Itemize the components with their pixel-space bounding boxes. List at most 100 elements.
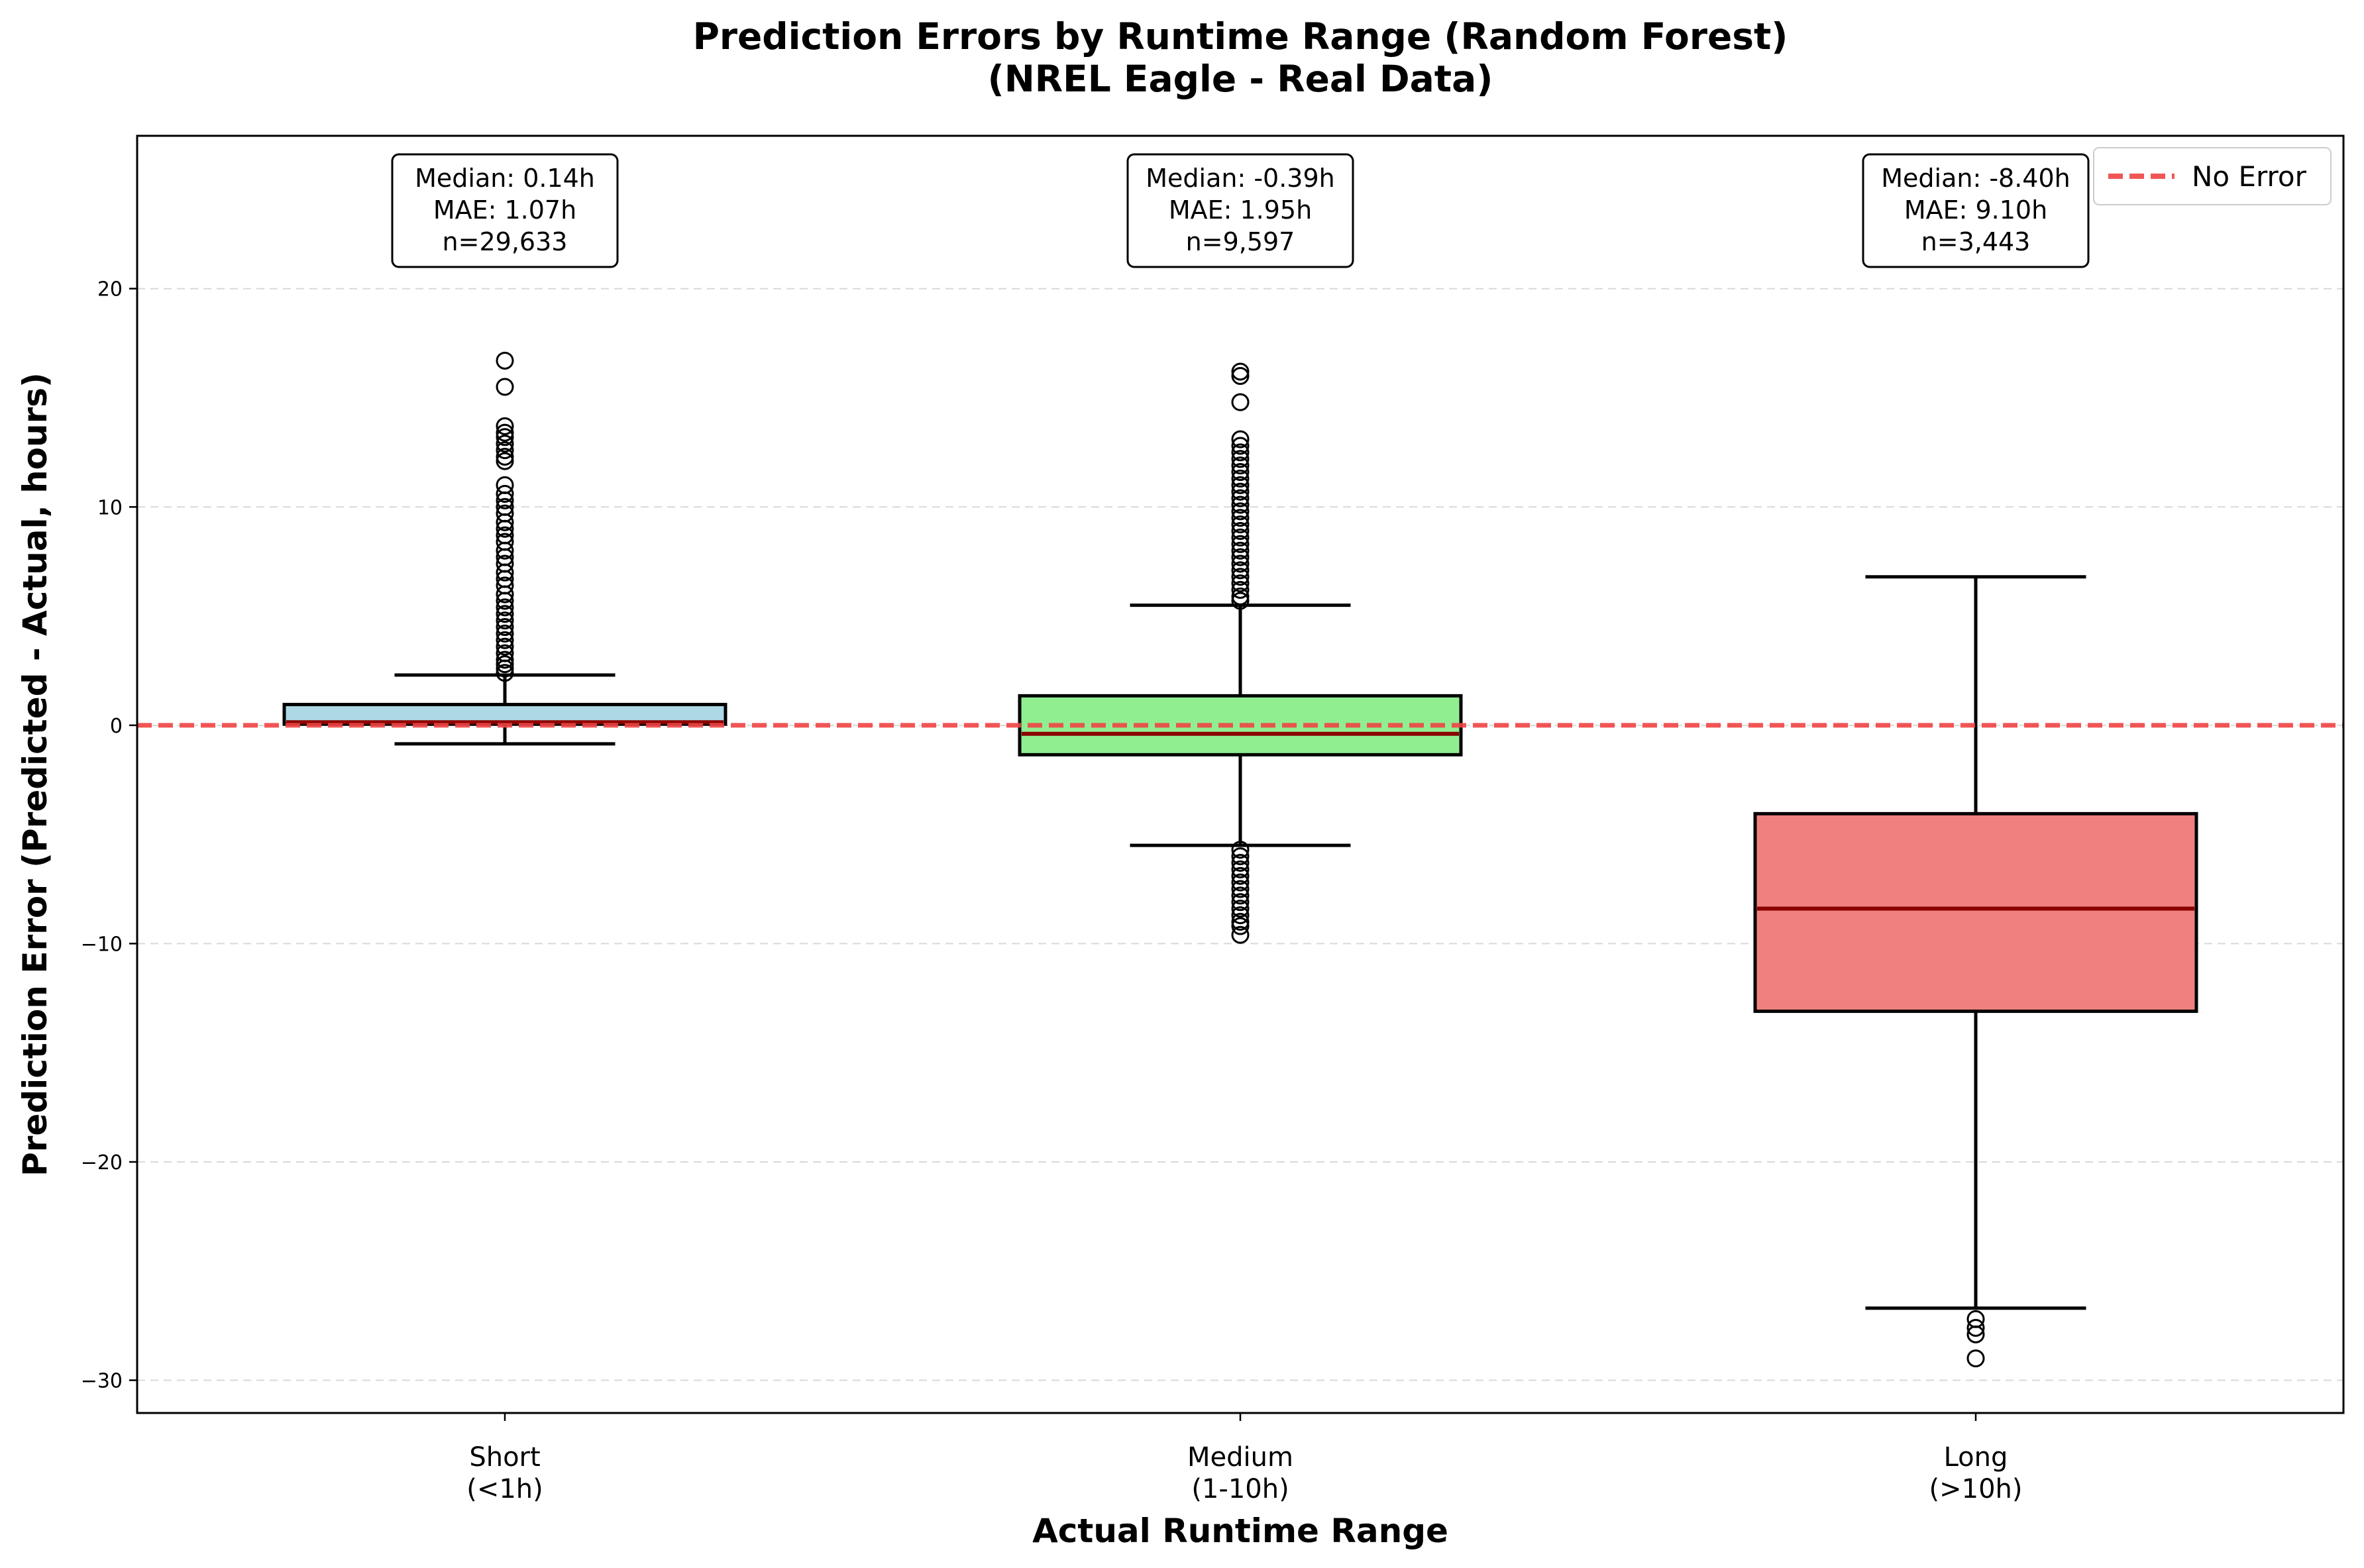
outlier-point	[1231, 860, 1250, 878]
outlier-point	[496, 563, 514, 582]
x-tick-label: (<1h)	[466, 1474, 543, 1504]
outlier-point	[1231, 541, 1250, 560]
stats-annotation-line: n=3,443	[1921, 227, 2031, 256]
outlier-point	[1231, 456, 1250, 475]
outlier-point	[1231, 866, 1250, 885]
outlier-point	[1231, 574, 1250, 593]
outlier-point	[1231, 482, 1250, 501]
outlier-point	[1231, 496, 1250, 514]
outlier-point	[496, 452, 514, 470]
outlier-point	[1231, 581, 1250, 600]
y-tick-label: 20	[97, 278, 123, 301]
legend: No Error	[2093, 147, 2332, 205]
stats-annotation-line: Median: -0.39h	[1146, 164, 1335, 193]
outlier-point	[1966, 1349, 1985, 1368]
box-medium	[1018, 362, 1463, 944]
outlier-point	[496, 423, 514, 442]
outlier-point	[1231, 880, 1250, 898]
outlier-point	[496, 605, 514, 623]
outlier-point	[1231, 886, 1250, 905]
y-tick-label: 0	[110, 715, 123, 738]
stats-annotation-frame	[391, 153, 619, 268]
outlier-point	[1231, 463, 1250, 482]
outlier-point	[1231, 535, 1250, 553]
outlier-point	[496, 519, 514, 538]
outlier-point	[1231, 587, 1250, 605]
box-plots	[282, 351, 2198, 1368]
y-tick-label: 10	[97, 496, 123, 519]
stats-annotation-line: Median: -8.40h	[1881, 164, 2070, 193]
outlier-point	[1231, 853, 1250, 872]
outlier-point	[1231, 362, 1250, 381]
box-iqr	[1753, 811, 2198, 1014]
outlier-point	[1231, 554, 1250, 573]
outlier-point	[496, 491, 514, 509]
outlier-point	[496, 624, 514, 643]
outlier-point	[496, 631, 514, 649]
stats-annotation-line: MAE: 1.95h	[1169, 195, 1312, 225]
outlier-point	[496, 585, 514, 603]
outlier-point	[1231, 568, 1250, 586]
outlier-point	[496, 592, 514, 610]
outlier-point	[1231, 522, 1250, 541]
outlier-point	[1231, 561, 1250, 580]
stats-annotation-line: n=29,633	[443, 227, 568, 256]
stats-annotation-line: n=9,597	[1186, 227, 1295, 256]
outlier-point	[496, 441, 514, 460]
outlier-point	[496, 378, 514, 396]
outlier-point	[496, 435, 514, 453]
legend-no-error-label: No Error	[2192, 160, 2307, 193]
outlier-point	[1231, 847, 1250, 866]
outlier-point	[1966, 1325, 1985, 1343]
box-short	[282, 351, 727, 746]
outlier-point	[1231, 476, 1250, 494]
outlier-point	[1231, 450, 1250, 468]
stats-annotation-line: MAE: 9.10h	[1904, 195, 2047, 225]
outlier-point	[1231, 917, 1250, 935]
x-tick-label: Long	[1944, 1442, 2008, 1473]
y-tick-label: −20	[81, 1151, 123, 1175]
outlier-point	[1231, 515, 1250, 534]
outlier-point	[1231, 393, 1250, 411]
outlier-point	[1231, 437, 1250, 455]
outlier-point	[496, 428, 514, 446]
outlier-point	[496, 541, 514, 560]
outlier-point	[1231, 925, 1250, 944]
outlier-point	[1231, 489, 1250, 507]
outlier-point	[496, 651, 514, 669]
x-tick-label: (>10h)	[1929, 1474, 2023, 1504]
outlier-point	[1231, 443, 1250, 462]
outlier-point	[1231, 502, 1250, 521]
outlier-point	[1231, 469, 1250, 488]
outlier-point	[496, 637, 514, 656]
stats-annotation-line: MAE: 1.07h	[433, 195, 576, 225]
outlier-point	[1231, 592, 1250, 610]
outlier-point	[1231, 548, 1250, 566]
outlier-point	[496, 484, 514, 503]
box-long	[1753, 575, 2198, 1368]
outlier-point	[1231, 528, 1250, 547]
outlier-point	[496, 447, 514, 466]
x-tick-label: (1-10h)	[1191, 1474, 1289, 1504]
y-tick-label: −10	[81, 933, 123, 956]
stats-annotation-line: Median: 0.14h	[415, 164, 595, 193]
outlier-point	[1231, 430, 1250, 448]
outlier-point	[496, 598, 514, 617]
outlier-point	[1231, 509, 1250, 527]
outlier-point	[496, 659, 514, 678]
chart-subtitle: (NREL Eagle - Real Data)	[988, 58, 1493, 100]
outlier-point	[496, 611, 514, 630]
outlier-point	[496, 417, 514, 435]
outlier-point	[1231, 873, 1250, 892]
outlier-point	[1231, 367, 1250, 386]
y-tick-label: −30	[81, 1370, 123, 1393]
stats-annotation-frame	[1862, 153, 2090, 268]
outlier-point	[1231, 900, 1250, 918]
outlier-point	[496, 513, 514, 531]
legend-frame	[2093, 147, 2332, 205]
chart-title: Prediction Errors by Runtime Range (Rand…	[693, 15, 1788, 58]
